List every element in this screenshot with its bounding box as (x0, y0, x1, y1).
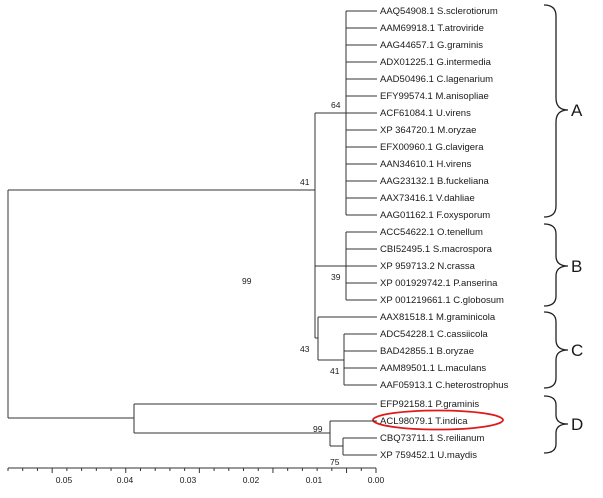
leaf-label: BAD42855.1 B.oryzae (380, 346, 474, 357)
leaf-label: AAF05913.1 C.heterostrophus (380, 380, 509, 391)
tick-label: 0.02 (243, 475, 260, 485)
group-braces (543, 4, 569, 454)
bootstrap-value: 99 (242, 276, 252, 286)
group-label-a: A (571, 101, 583, 120)
group-labels: A B C D (571, 101, 583, 434)
bootstrap-values: 64 41 39 99 43 41 99 75 (242, 100, 341, 467)
leaf-label: CBQ73711.1 S.reilianum (380, 433, 484, 444)
leaf-label: EFX00960.1 G.clavigera (380, 142, 484, 153)
group-label-d: D (571, 415, 583, 434)
leaf-label: AAM89501.1 L.maculans (380, 363, 486, 374)
tick-label: 0.01 (306, 475, 323, 485)
scale-axis: 0.05 0.04 0.03 0.02 0.01 0.00 (7, 467, 385, 485)
leaf-label: AAX81518.1 M.graminicola (380, 312, 496, 323)
branch (8, 189, 318, 339)
leaf-label: ACF61084.1 U.virens (380, 108, 471, 119)
brace (543, 395, 569, 454)
bootstrap-value: 75 (330, 457, 340, 467)
tick-label: 0.00 (368, 475, 385, 485)
leaf-label: AAQ54908.1 S.sclerotiorum (380, 6, 498, 17)
leaf-label: ADC54228.1 C.cassiicola (380, 329, 488, 340)
leaf-label: AAM69918.1 T.atroviride (380, 23, 484, 34)
branch (314, 112, 346, 267)
bootstrap-value: 41 (330, 366, 340, 376)
leaf-label: XP 959713.2 N.crassa (380, 261, 476, 272)
leaf-label: EFY99574.1 M.anisopliae (380, 91, 489, 102)
leaf-label: ADX01225.1 G.intermedia (380, 57, 492, 68)
brace (543, 4, 569, 218)
leaf-label: XP 001929742.1 P.anserina (380, 278, 498, 289)
bootstrap-value: 43 (300, 344, 310, 354)
tick-label: 0.04 (117, 475, 134, 485)
bootstrap-value: 64 (331, 100, 341, 110)
tree-branches (7, 10, 377, 456)
brace (543, 223, 569, 307)
leaf-labels: AAQ54908.1 S.sclerotiorum AAM69918.1 T.a… (380, 6, 509, 461)
leaf-label: ACC54622.1 O.tenellum (380, 227, 483, 238)
group-label-b: B (571, 257, 582, 276)
leaf-label: AAG44657.1 G.graminis (380, 40, 483, 51)
leaf-label: XP 001219661.1 C.globosum (380, 295, 504, 306)
leaf-label: CBI52495.1 S.macrospora (380, 244, 493, 255)
branch (317, 316, 377, 386)
bootstrap-value: 99 (313, 424, 323, 434)
leaf-label: AAG23132.1 B.fuckeliana (380, 176, 490, 187)
leaf-label: AAX73416.1 V.dahliae (380, 193, 475, 204)
leaf-label: EFP92158.1 P.graminis (380, 399, 479, 410)
highlighted-leaf-label: ACL98079.1 T.indica (380, 416, 468, 427)
branch (346, 10, 377, 216)
branch (133, 403, 377, 456)
leaf-label: XP 759452.1 U.maydis (380, 450, 477, 461)
leaf-label: AAN34610.1 H.virens (380, 159, 472, 170)
bootstrap-value: 41 (300, 177, 310, 187)
tick-label: 0.03 (180, 475, 197, 485)
branch (7, 190, 134, 419)
highlight-ellipse (372, 409, 504, 431)
brace (543, 311, 569, 389)
group-label-c: C (571, 341, 583, 360)
leaf-label: AAD50496.1 C.lagenarium (380, 74, 493, 85)
tick-label: 0.05 (56, 475, 73, 485)
leaf-label: AAG01162.1 F.oxysporum (380, 210, 490, 221)
leaf-label: XP 364720.1 M.oryzae (380, 125, 476, 136)
branch (345, 231, 377, 301)
bootstrap-value: 39 (331, 272, 341, 282)
